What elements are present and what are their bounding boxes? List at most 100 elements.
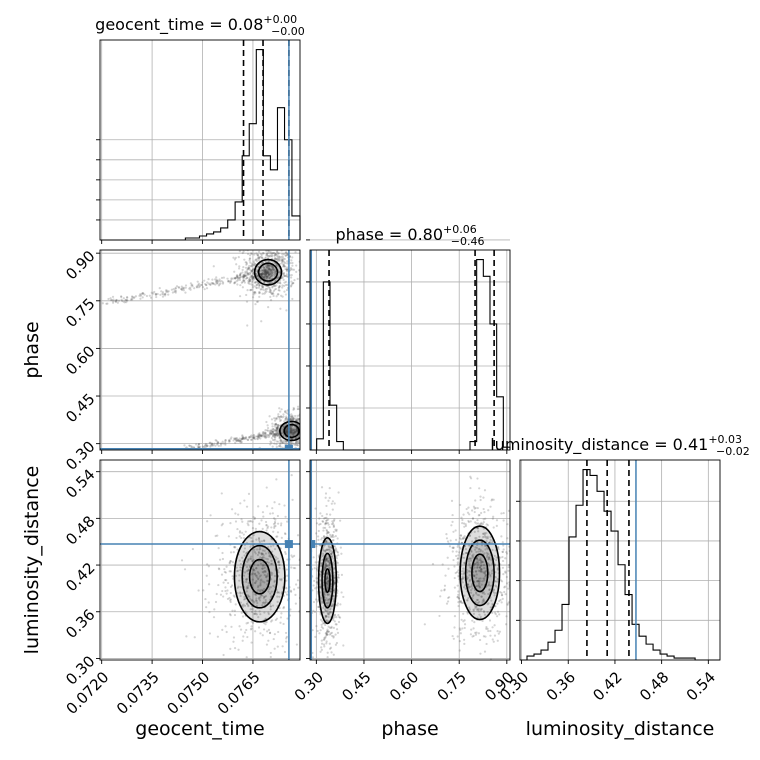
sample-point [245, 587, 248, 590]
sample-point [243, 437, 246, 440]
sample-point [468, 534, 472, 537]
contour-line [283, 423, 300, 439]
sample-point [280, 522, 283, 525]
sample-point [326, 565, 329, 568]
sample-point [230, 584, 234, 587]
sample-point [269, 295, 272, 298]
sample-point [479, 561, 483, 565]
sample-point [277, 293, 280, 296]
sample-point [229, 570, 232, 573]
sample-point [290, 413, 293, 416]
sample-point [490, 498, 494, 501]
sample-point [332, 599, 335, 603]
sample-point [201, 286, 205, 289]
sample-point [269, 291, 273, 294]
sample-point [301, 416, 303, 418]
sample-point [484, 548, 487, 551]
sample-point [326, 565, 329, 568]
sample-point [334, 549, 337, 552]
sample-point [268, 277, 271, 280]
sample-point [206, 444, 209, 447]
sample-point [322, 643, 326, 646]
sample-point [290, 415, 293, 418]
sample-point [245, 628, 248, 632]
sample-point [480, 567, 483, 571]
sample-point [456, 595, 460, 599]
sample-point [495, 519, 499, 522]
sample-point [477, 550, 480, 553]
sample-point [246, 560, 249, 563]
sample-point [477, 608, 480, 611]
sample-point [262, 273, 265, 276]
sample-point [468, 513, 471, 516]
sample-point [261, 604, 264, 607]
sample-point [243, 274, 247, 277]
sample-point [242, 279, 245, 282]
sample-point [263, 268, 266, 272]
sample-point [237, 439, 240, 442]
hist-panel-luminosity_distance: luminosity_distance = 0.41+0.03 −0.02 [490, 433, 750, 664]
sample-point [305, 434, 307, 436]
sample-point [263, 573, 266, 577]
sample-point [289, 589, 293, 592]
sample-point [482, 635, 486, 638]
sample-point [277, 434, 280, 437]
sample-point [296, 414, 299, 417]
y-tick-label: 0.75 [62, 295, 98, 331]
sample-point [236, 586, 239, 590]
sample-point [270, 292, 273, 295]
sample-point [259, 584, 262, 587]
sample-point [452, 530, 455, 533]
sample-point [246, 604, 250, 607]
sample-point [328, 610, 331, 613]
sample-point [216, 441, 219, 444]
sample-point [305, 420, 307, 422]
sample-point [250, 573, 253, 576]
sample-point [278, 285, 281, 288]
sample-point [192, 446, 196, 449]
sample-point [281, 428, 284, 431]
sample-point [333, 581, 336, 584]
sample-point [268, 264, 271, 268]
sample-point [498, 613, 501, 616]
sample-point [286, 418, 289, 421]
sample-point [465, 551, 468, 555]
sample-point [293, 431, 296, 434]
sample-point [281, 432, 284, 435]
sample-point [264, 268, 267, 271]
sample-point [468, 606, 471, 609]
sample-point [261, 557, 264, 560]
sample-point [234, 438, 237, 441]
sample-point [268, 432, 272, 436]
sample-point [305, 567, 307, 569]
sample-point [275, 433, 278, 436]
sample-point [295, 431, 298, 434]
sample-point [250, 625, 253, 628]
sample-point [264, 287, 267, 290]
sample-point [494, 605, 497, 608]
sample-point [248, 280, 251, 283]
sample-point [266, 254, 269, 258]
sample-point [332, 636, 335, 639]
sample-point [247, 558, 250, 561]
sample-point [263, 272, 266, 275]
sample-point [261, 270, 264, 273]
sample-point [452, 546, 455, 550]
sample-point [503, 590, 506, 594]
sample-point [209, 283, 212, 286]
sample-point [475, 584, 478, 587]
sample-point [205, 574, 208, 577]
sample-point [267, 264, 270, 267]
sample-point [321, 662, 323, 664]
sample-point [234, 545, 237, 549]
sample-point [273, 439, 276, 442]
sample-point [476, 601, 479, 605]
sample-point [472, 505, 476, 508]
sample-point [473, 530, 476, 533]
sample-point [459, 546, 462, 549]
sample-point [325, 548, 329, 551]
sample-point [275, 284, 278, 287]
sample-point [251, 277, 254, 280]
sample-point [242, 598, 246, 601]
